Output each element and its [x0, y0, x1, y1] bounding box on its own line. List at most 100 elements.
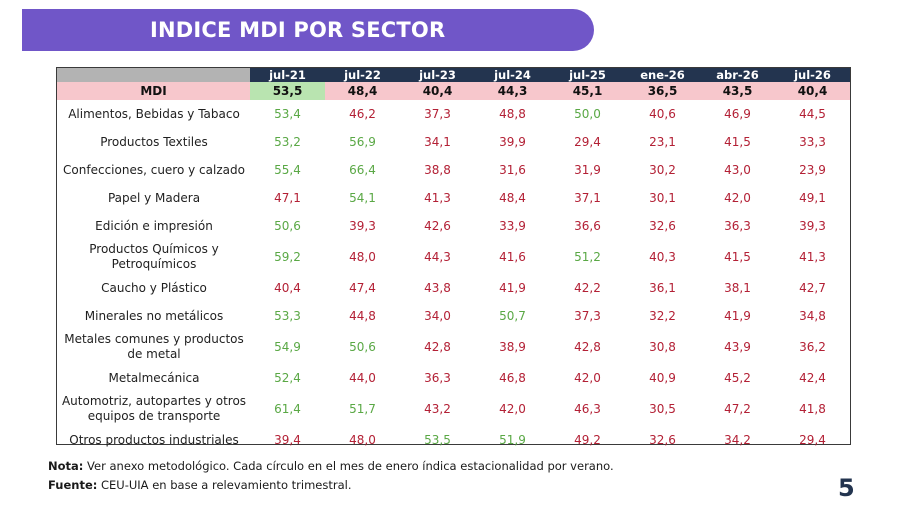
value-cell: 61,4	[274, 402, 301, 416]
value-cell: 30,1	[649, 191, 676, 205]
value-cell: 37,1	[574, 191, 601, 205]
table-row: Alimentos, Bebidas y Tabaco 53,4 46,2 37,3 4…	[57, 100, 850, 128]
value-cell: 40,9	[649, 371, 676, 385]
value-cell: 44,5	[799, 107, 826, 121]
value-cell: 53,4	[274, 107, 301, 121]
value-cell: 23,9	[799, 163, 826, 177]
value-cell: 36,3	[424, 371, 451, 385]
value-cell: 30,8	[649, 340, 676, 354]
value-cell: 36,1	[649, 281, 676, 295]
value-cell: 30,2	[649, 163, 676, 177]
column-header: jul-26	[775, 68, 850, 82]
value-cell: 49,2	[574, 433, 601, 447]
sector-label: Minerales no metálicos	[84, 308, 224, 323]
value-cell: 42,4	[799, 371, 826, 385]
value-cell: 48,0	[349, 250, 376, 264]
value-cell: 43,8	[424, 281, 451, 295]
value-cell: 42,2	[574, 281, 601, 295]
value-cell: 34,0	[424, 309, 451, 323]
value-cell: 42,0	[499, 402, 526, 416]
value-cell: 36,3	[724, 219, 751, 233]
column-header: jul-24	[475, 68, 550, 82]
value-cell: 33,9	[499, 219, 526, 233]
mdi-row: MDI 53,5 48,4 40,4 44,3 45,1 36,5 43,5 40,4	[57, 82, 850, 100]
value-cell: 54,9	[274, 340, 301, 354]
value-cell: 59,2	[274, 250, 301, 264]
value-cell: 32,2	[649, 309, 676, 323]
sector-label: Automotriz, autopartes y otros equipos d…	[61, 394, 247, 423]
mdi-value-cell: 48,4	[325, 82, 400, 100]
value-cell: 23,1	[649, 135, 676, 149]
sector-label: Otros productos industriales	[69, 432, 239, 447]
value-cell: 48,4	[499, 191, 526, 205]
value-cell: 43,9	[724, 340, 751, 354]
value-cell: 55,4	[274, 163, 301, 177]
value-cell: 47,1	[274, 191, 301, 205]
value-cell: 42,6	[424, 219, 451, 233]
source-label: Fuente:	[48, 478, 98, 492]
mdi-value-cell: 36,5	[625, 82, 700, 100]
table-row: Productos Químicos y Petroquímicos 59,2 48…	[57, 240, 850, 274]
mdi-row-label: MDI	[57, 82, 250, 100]
sector-label: Caucho y Plástico	[101, 280, 207, 295]
value-cell: 50,0	[574, 107, 601, 121]
table-row: Metales comunes y productos de metal 54,9…	[57, 330, 850, 364]
mdi-value-cell: 45,1	[550, 82, 625, 100]
value-cell: 30,5	[649, 402, 676, 416]
header-row: jul-21 jul-22 jul-23 jul-24 jul-25 ene-26 abr-…	[57, 68, 850, 82]
table-row: Edición e impresión 50,6 39,3 42,6 33,9 36,6 3…	[57, 212, 850, 240]
sector-label: Metales comunes y productos de metal	[64, 332, 244, 361]
value-cell: 41,3	[799, 250, 826, 264]
mdi-value-cell: 53,5	[250, 82, 325, 100]
value-cell: 46,2	[349, 107, 376, 121]
mdi-sector-table: jul-21 jul-22 jul-23 jul-24 jul-25 ene-26 abr-…	[57, 68, 850, 454]
source-text: CEU-UIA en base a relevamiento trimestra…	[97, 478, 352, 492]
value-cell: 45,2	[724, 371, 751, 385]
value-cell: 46,9	[724, 107, 751, 121]
title-banner	[22, 9, 594, 51]
value-cell: 42,0	[724, 191, 751, 205]
value-cell: 51,2	[574, 250, 601, 264]
value-cell: 50,7	[499, 309, 526, 323]
value-cell: 40,4	[274, 281, 301, 295]
header-corner	[57, 68, 250, 82]
value-cell: 34,8	[799, 309, 826, 323]
value-cell: 39,3	[349, 219, 376, 233]
value-cell: 42,8	[424, 340, 451, 354]
sector-label: Productos Químicos y Petroquímicos	[89, 242, 219, 271]
mdi-value-cell: 40,4	[775, 82, 850, 100]
value-cell: 39,4	[274, 433, 301, 447]
value-cell: 29,4	[799, 433, 826, 447]
sector-label: Confecciones, cuero y calzado	[63, 162, 245, 177]
value-cell: 32,6	[649, 219, 676, 233]
mdi-value-cell: 43,5	[700, 82, 775, 100]
source-line: Fuente: CEU-UIA en base a relevamiento t…	[48, 478, 351, 492]
column-header: jul-21	[250, 68, 325, 82]
value-cell: 41,5	[724, 250, 751, 264]
sector-label: Metalmecánica	[108, 370, 200, 385]
value-cell: 41,9	[499, 281, 526, 295]
value-cell: 38,9	[499, 340, 526, 354]
value-cell: 40,6	[649, 107, 676, 121]
value-cell: 47,4	[349, 281, 376, 295]
value-cell: 53,5	[424, 433, 451, 447]
value-cell: 49,1	[799, 191, 826, 205]
value-cell: 32,6	[649, 433, 676, 447]
value-cell: 50,6	[274, 219, 301, 233]
table-row: Productos Textiles 53,2 56,9 34,1 39,9 29,4 23…	[57, 128, 850, 156]
table-row: Otros productos industriales 39,4 48,0 53,5…	[57, 426, 850, 454]
column-header: abr-26	[700, 68, 775, 82]
value-cell: 53,3	[274, 309, 301, 323]
table-row: Confecciones, cuero y calzado 55,4 66,4 38,…	[57, 156, 850, 184]
sector-label: Papel y Madera	[107, 190, 201, 205]
value-cell: 41,8	[799, 402, 826, 416]
column-header: ene-26	[625, 68, 700, 82]
table-row: Automotriz, autopartes y otros equipos d…	[57, 392, 850, 426]
value-cell: 48,0	[349, 433, 376, 447]
column-header: jul-22	[325, 68, 400, 82]
value-cell: 40,3	[649, 250, 676, 264]
value-cell: 50,6	[349, 340, 376, 354]
value-cell: 43,2	[424, 402, 451, 416]
value-cell: 29,4	[574, 135, 601, 149]
value-cell: 36,6	[574, 219, 601, 233]
